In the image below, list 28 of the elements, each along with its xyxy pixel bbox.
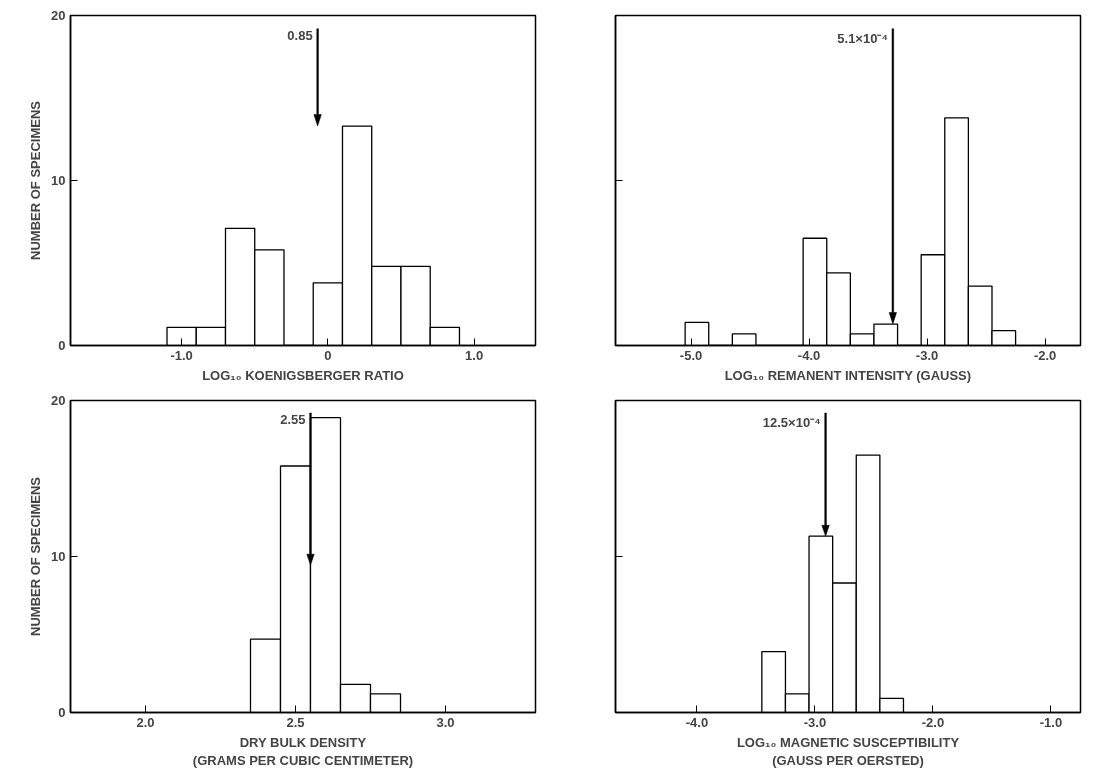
x-tick-label: -3.0	[803, 714, 827, 730]
y-axis-title: NUMBER OF SPECIMENS	[28, 100, 44, 260]
x-tick-label: -2.0	[1033, 347, 1057, 363]
y-axis-title: NUMBER OF SPECIMENS	[28, 476, 44, 636]
x-axis-title: LOG₁₀ REMANENT INTENSITY (GAUSS)	[724, 367, 972, 383]
x-tick-label: 2.0	[136, 714, 155, 730]
x-tick-label: -1.0	[1039, 714, 1063, 730]
x-axis-title: LOG₁₀ KOENIGSBERGER RATIO	[202, 367, 404, 383]
x-tick-label: 1.0	[465, 347, 484, 363]
x-tick-label: -3.0	[915, 347, 939, 363]
x-tick-label: 0	[324, 347, 332, 363]
x-axis-title: LOG₁₀ MAGNETIC SUSCEPTIBILITY (GAUSS PER OERSTED)	[736, 734, 960, 768]
y-tick-label: 10	[51, 549, 66, 564]
x-tick-label: 2.5	[286, 714, 305, 730]
x-tick-label: -5.0	[679, 347, 703, 363]
annotation: 2.55	[280, 411, 306, 427]
y-tick-label: 20	[51, 8, 66, 23]
y-tick-label: 20	[51, 393, 66, 408]
y-tick-label: 10	[51, 173, 66, 188]
x-tick-label: -2.0	[921, 714, 945, 730]
x-tick-label: -4.0	[797, 347, 821, 363]
x-tick-label: 3.0	[436, 714, 455, 730]
x-axis-title: DRY BULK DENSITY (GRAMS PER CUBIC CENTIMETER)	[192, 734, 414, 768]
annotation: 5.1×10⁻⁴	[837, 30, 888, 46]
annotation: 0.85	[287, 27, 313, 43]
x-tick-label: -4.0	[685, 714, 709, 730]
annotation: 12.5×10⁻⁴	[762, 414, 821, 430]
x-tick-label: -1.0	[170, 347, 193, 363]
